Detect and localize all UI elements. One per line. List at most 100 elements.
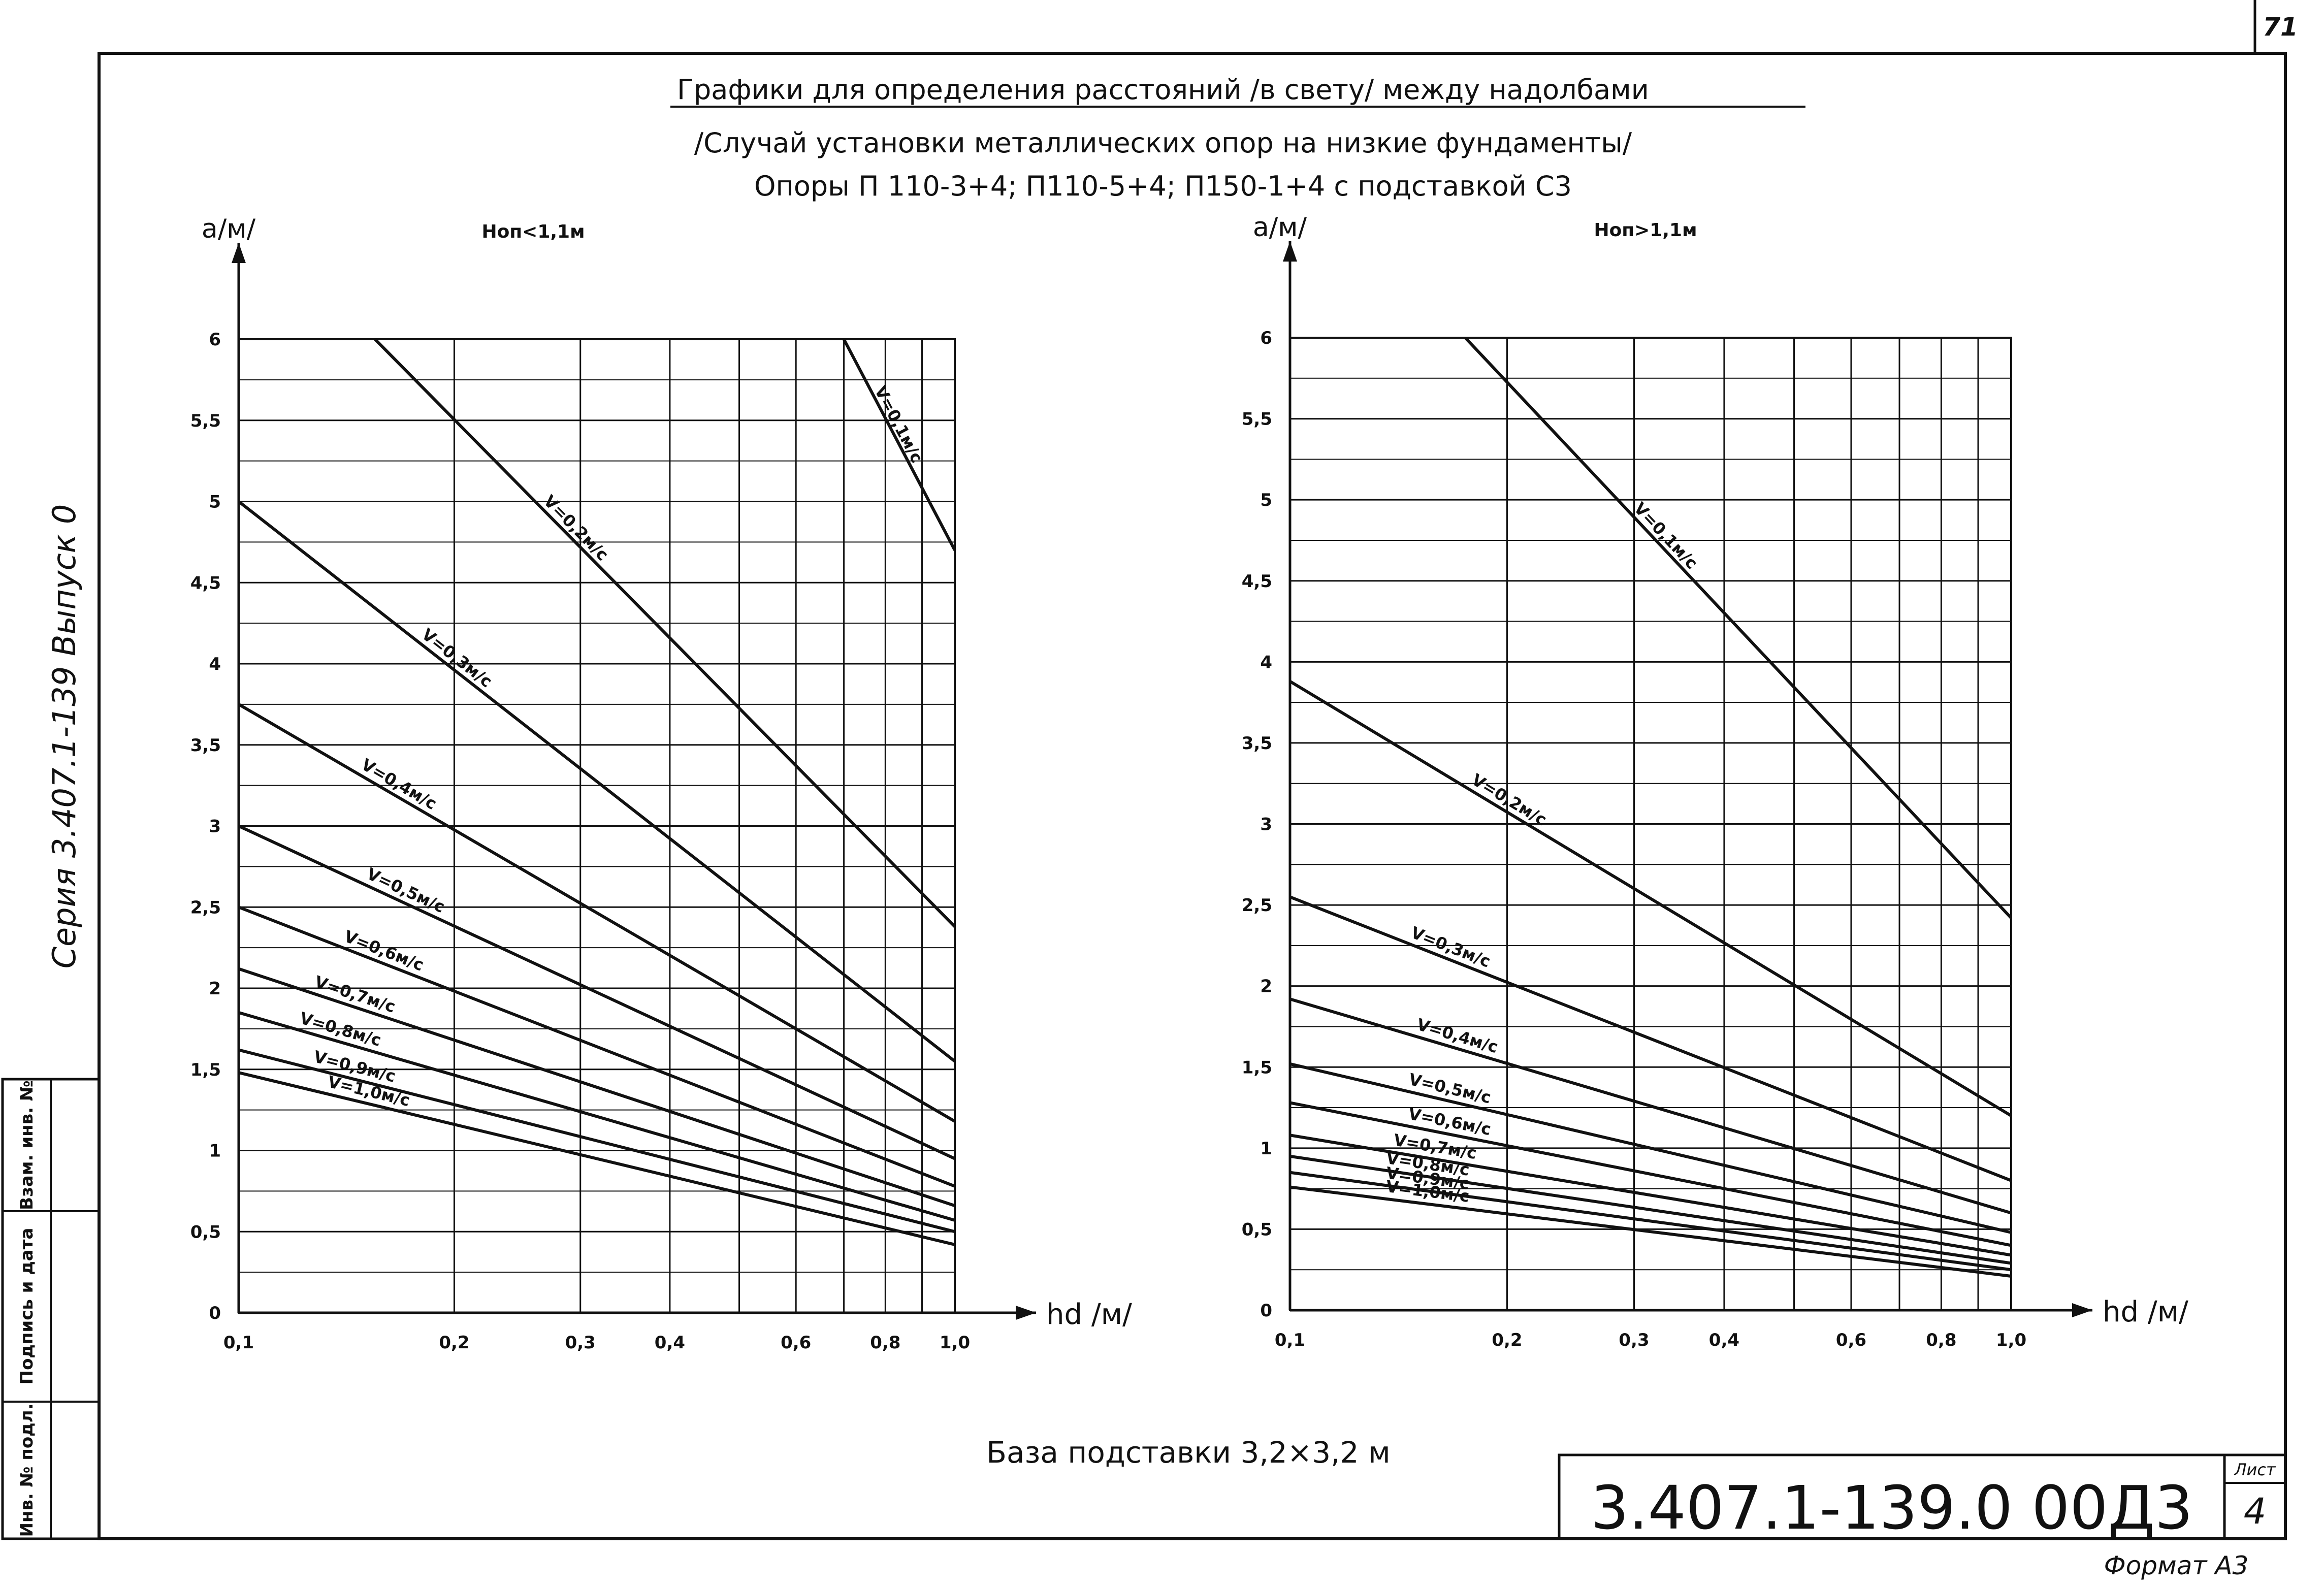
y-axis-label: а/м/ [1253, 212, 1307, 243]
y-tick-label: 4,5 [1242, 571, 1272, 592]
format-label: Формат А3 [2104, 1551, 2249, 1580]
y-tick-label: 1,5 [190, 1060, 221, 1080]
sheet-number: 4 [2244, 1491, 2267, 1532]
x-tick-label: 0,3 [1619, 1330, 1649, 1350]
series-label: V=0,1м/с [1630, 499, 1702, 573]
series-2: V=0,2м/с [374, 338, 956, 928]
series-label: V=0,2м/с [1468, 770, 1550, 830]
y-tick-label: 2 [209, 979, 221, 999]
grid [238, 338, 956, 1314]
title-line-3: Опоры П 110-3+4; П110-5+4; П150-1+4 с по… [754, 170, 1572, 202]
x-tick-label: 0,1 [1275, 1330, 1305, 1350]
series-line [238, 703, 956, 1123]
y-tick-label: 0 [1260, 1301, 1272, 1321]
y-tick-label: 4 [1260, 652, 1272, 672]
y-tick-label: 4 [209, 654, 221, 674]
page-number: 71 [2263, 12, 2298, 42]
y-tick-label: 5 [1260, 490, 1272, 510]
x-tick-label: 0,2 [1492, 1330, 1522, 1350]
series-1: V=0,1м/с [842, 338, 956, 551]
axes [232, 243, 1036, 1320]
height-condition-note: Hоп<1,1м [481, 221, 585, 242]
x-tick-label: 1,0 [1996, 1330, 2026, 1350]
series-line [374, 338, 956, 928]
series-line [1289, 1154, 2012, 1265]
x-tick-label: 0,6 [781, 1333, 811, 1353]
series-line [238, 967, 955, 1207]
series-label: V=0,7м/с [312, 972, 398, 1017]
x-tick-label: 0,3 [565, 1333, 596, 1353]
y-tick-label: 1 [209, 1141, 221, 1161]
stamp-field-original: Инв. № подл. [17, 1403, 37, 1537]
series-6: V=0,6м/с [238, 905, 956, 1188]
chart-left: а/м/hd /м/Hоп<1,1м 0,1 0,2 0,3 0,4 0,6 0,8 1,0 0… [190, 214, 1132, 1353]
series-line [1289, 1062, 2012, 1234]
x-tick-label: 0,2 [439, 1333, 469, 1353]
sheet-frame [98, 52, 2287, 1540]
title-line-1: Графики для определения расстояний /в св… [677, 74, 1649, 106]
sheet-label: Лист [2234, 1460, 2276, 1479]
y-tick-label: 2,5 [190, 897, 221, 918]
y-tick-label: 3 [1260, 815, 1272, 835]
series-2: V=0,2м/с [1289, 680, 2012, 1117]
series-side-label: Серия 3.407.1-139 Выпуск 0 [46, 504, 83, 969]
y-tick-label: 5 [209, 492, 221, 512]
y-tick-label: 0,5 [190, 1222, 221, 1242]
series-line [1289, 680, 2012, 1117]
chart-right: а/м/hd /м/Hоп>1,1м 0,1 0,2 0,3 0,4 0,6 0,8 1,0 0… [1242, 212, 2188, 1350]
x-tick-label: 0,8 [870, 1333, 900, 1353]
document-code: 3.407.1-139.0 00Д3 [1591, 1473, 2193, 1543]
series-label: V=0,8м/с [298, 1008, 383, 1050]
y-tick-label: 3,5 [1242, 733, 1272, 754]
series-line [1289, 1185, 2012, 1278]
y-tick-label: 3,5 [190, 735, 221, 756]
series-line [238, 905, 956, 1188]
axes [1283, 241, 2092, 1317]
x-tick-label: 0,1 [223, 1333, 254, 1353]
y-tick-label: 0,5 [1242, 1219, 1272, 1240]
series-label: V=0,4м/с [358, 755, 440, 814]
stamp-field-replace: Взам. инв. № [17, 1080, 37, 1210]
series-line [238, 500, 956, 1063]
x-tick-label: 1,0 [940, 1333, 970, 1353]
stamp-strip: Взам. инв. № Подпись и дата Инв. № подл. [1, 1078, 101, 1540]
y-tick-label: 3 [209, 817, 221, 837]
x-axis-label: hd /м/ [2103, 1295, 2188, 1329]
series-line [238, 824, 956, 1160]
series-line [238, 1048, 955, 1234]
y-tick-label: 2,5 [1242, 895, 1272, 916]
y-tick-label: 5,5 [1242, 409, 1272, 430]
series-line [238, 1011, 955, 1222]
series-1: V=0,1м/с [1464, 336, 2013, 919]
stamp-field-signature: Подпись и дата [17, 1228, 37, 1385]
series-9: V=0,9м/с [238, 1047, 955, 1234]
title-block: 3.407.1-139.0 00Д3 Лист 4 [1558, 1453, 2285, 1543]
y-tick-label: 6 [209, 330, 221, 350]
y-axis-label: а/м/ [202, 214, 256, 244]
series-label: V=0,1м/с [870, 383, 926, 466]
y-tick-label: 4,5 [190, 573, 221, 593]
series-label: V=0,2м/с [540, 491, 612, 564]
x-tick-label: 0,4 [655, 1333, 685, 1353]
series-line [238, 1071, 955, 1246]
x-tick-label: 0,6 [1836, 1330, 1866, 1350]
y-tick-label: 1 [1260, 1139, 1272, 1159]
y-tick-label: 5,5 [190, 411, 221, 431]
series-10: V=1,0м/с [1289, 1177, 2012, 1278]
series-line [1289, 1101, 2012, 1247]
series-10: V=1,0м/с [238, 1071, 955, 1246]
series-label: V=0,3м/с [418, 625, 496, 692]
series-line [1289, 1171, 2012, 1272]
height-condition-note: Hоп>1,1м [1594, 220, 1697, 241]
y-tick-label: 1,5 [1242, 1057, 1272, 1078]
series-label: V=0,4м/с [1414, 1015, 1500, 1057]
series-line [1464, 336, 2013, 919]
series-line [1289, 1133, 2012, 1257]
base-caption: База подставки 3,2×3,2 м [986, 1435, 1391, 1470]
x-axis-label: hd /м/ [1046, 1298, 1132, 1331]
series-line [842, 338, 956, 551]
series-line [1289, 997, 2012, 1215]
y-tick-label: 2 [1260, 977, 1272, 997]
y-tick-label: 0 [209, 1303, 221, 1323]
